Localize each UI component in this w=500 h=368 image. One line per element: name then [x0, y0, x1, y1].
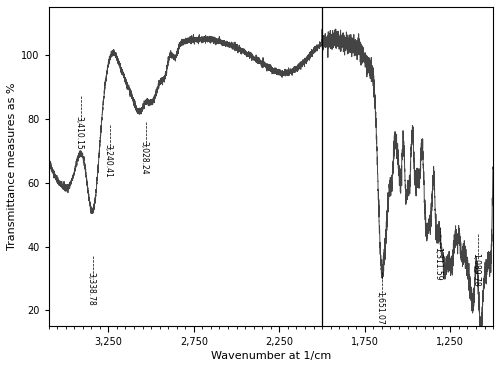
- Y-axis label: Transmittance measures as %: Transmittance measures as %: [7, 83, 17, 251]
- Text: 3,240.41: 3,240.41: [104, 144, 112, 178]
- Text: 3,410.15: 3,410.15: [74, 116, 84, 149]
- Text: 1,651.07: 1,651.07: [375, 291, 384, 325]
- Text: 3,338.78: 3,338.78: [86, 272, 96, 306]
- X-axis label: Wavenumber at 1/cm: Wavenumber at 1/cm: [210, 351, 331, 361]
- Text: 3,028.24: 3,028.24: [140, 141, 148, 175]
- Text: 1,089.78: 1,089.78: [471, 253, 480, 287]
- Text: 1,311.59: 1,311.59: [433, 247, 442, 280]
